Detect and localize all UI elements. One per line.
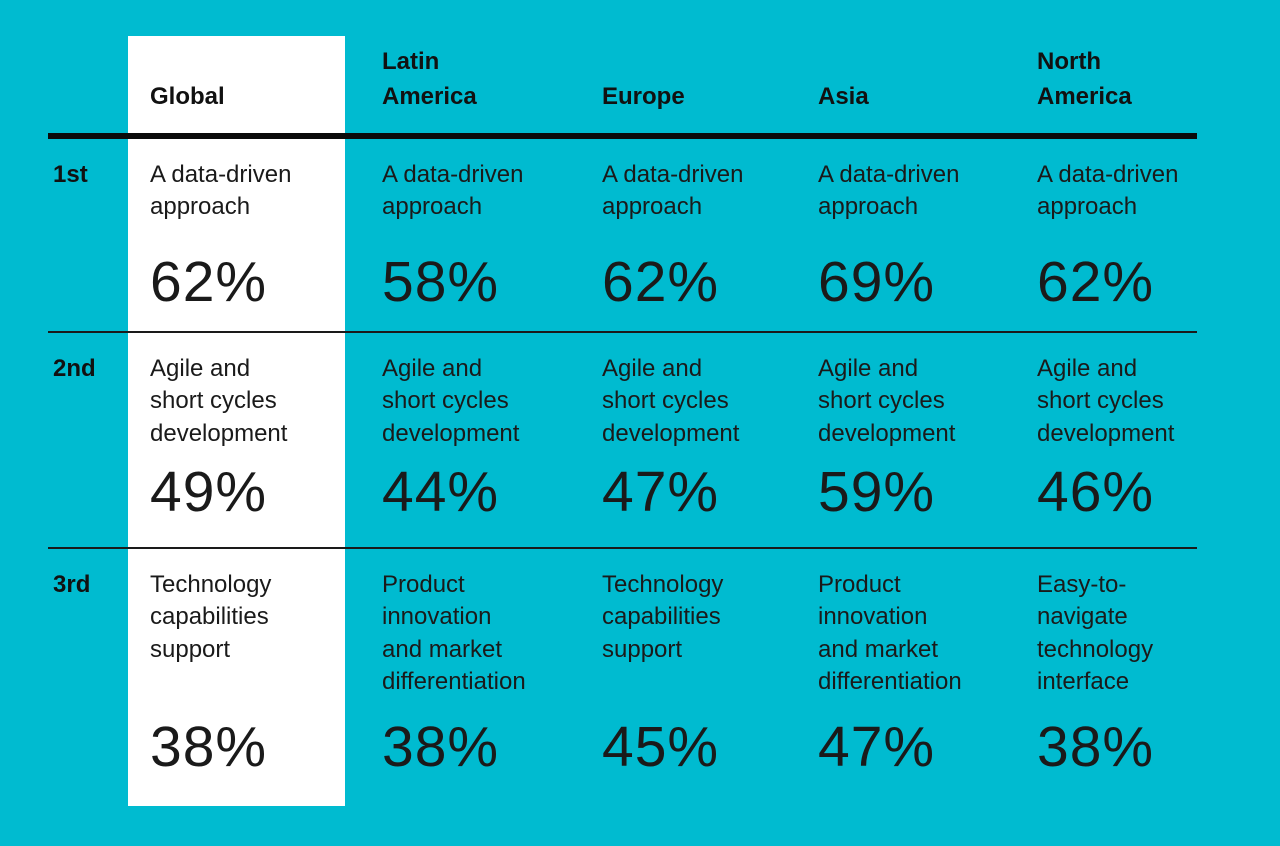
header-divider-rule — [48, 133, 1197, 139]
table-cell-latin-america-1st: A data-driven approach 58% — [345, 139, 582, 331]
percentage-value: 62% — [602, 250, 720, 314]
priority-label: Product innovation and market differenti… — [818, 571, 962, 696]
priority-label: A data-driven approach — [602, 161, 744, 221]
rank-cell-3rd: 3rd — [48, 549, 128, 806]
percentage-value: 45% — [602, 715, 720, 779]
column-header-label: Global — [150, 83, 225, 111]
global-column-highlight — [128, 36, 345, 806]
percentage-value: 47% — [818, 715, 936, 779]
priority-label: Agile and short cycles development — [150, 355, 288, 447]
table-cell-global-2nd: Agile and short cycles development 49% — [128, 333, 345, 547]
rank-label: 2nd — [53, 355, 96, 382]
priority-label: Technology capabilities support — [602, 571, 724, 663]
percentage-value: 69% — [818, 250, 936, 314]
table-cell-global-1st: A data-driven approach 62% — [128, 139, 345, 331]
priority-label: Technology capabilities support — [150, 571, 272, 663]
rank-cell-2nd: 2nd — [48, 333, 128, 547]
column-header-europe: Europe — [582, 36, 798, 133]
column-header-label: North America — [1037, 48, 1132, 111]
percentage-value: 38% — [150, 715, 268, 779]
table-cell-latin-america-3rd: Product innovation and market differenti… — [345, 549, 582, 806]
priority-label: Agile and short cycles development — [1037, 355, 1175, 447]
table-cell-north-america-3rd: Easy-to- navigate technology interface 3… — [1017, 549, 1197, 806]
percentage-value: 62% — [150, 250, 268, 314]
priority-label: Agile and short cycles development — [818, 355, 956, 447]
header-rank-spacer — [48, 36, 128, 133]
table-cell-north-america-2nd: Agile and short cycles development 46% — [1017, 333, 1197, 547]
rank-label: 1st — [53, 161, 88, 188]
priority-label: Agile and short cycles development — [382, 355, 520, 447]
table-cell-north-america-1st: A data-driven approach 62% — [1017, 139, 1197, 331]
table-cell-europe-3rd: Technology capabilities support 45% — [582, 549, 798, 806]
percentage-value: 58% — [382, 250, 500, 314]
percentage-value: 38% — [382, 715, 500, 779]
percentage-value: 46% — [1037, 460, 1155, 524]
row-divider-rule — [48, 331, 1197, 333]
table-cell-asia-1st: A data-driven approach 69% — [798, 139, 1017, 331]
rank-cell-1st: 1st — [48, 139, 128, 331]
table-cell-global-3rd: Technology capabilities support 38% — [128, 549, 345, 806]
percentage-value: 38% — [1037, 715, 1155, 779]
ranking-table: Global Latin America Europe Asia North A… — [48, 36, 1197, 806]
percentage-value: 62% — [1037, 250, 1155, 314]
table-cell-europe-2nd: Agile and short cycles development 47% — [582, 333, 798, 547]
percentage-value: 49% — [150, 460, 268, 524]
column-header-label: Latin America — [382, 48, 477, 111]
priority-label: A data-driven approach — [1037, 161, 1179, 221]
priority-label: Product innovation and market differenti… — [382, 571, 526, 696]
column-header-label: Asia — [818, 83, 869, 111]
column-header-label: Europe — [602, 83, 685, 111]
percentage-value: 44% — [382, 460, 500, 524]
column-header-global: Global — [128, 36, 345, 133]
table-cell-asia-2nd: Agile and short cycles development 59% — [798, 333, 1017, 547]
rank-label: 3rd — [53, 571, 91, 598]
table-cell-latin-america-2nd: Agile and short cycles development 44% — [345, 333, 582, 547]
percentage-value: 59% — [818, 460, 936, 524]
percentage-value: 47% — [602, 460, 720, 524]
priority-label: A data-driven approach — [818, 161, 960, 221]
column-header-asia: Asia — [798, 36, 1017, 133]
priority-label: Easy-to- navigate technology interface — [1037, 571, 1154, 696]
column-header-latin-america: Latin America — [345, 36, 582, 133]
column-header-north-america: North America — [1017, 36, 1197, 133]
priority-label: Agile and short cycles development — [602, 355, 740, 447]
priority-label: A data-driven approach — [150, 161, 292, 221]
table-cell-asia-3rd: Product innovation and market differenti… — [798, 549, 1017, 806]
priority-label: A data-driven approach — [382, 161, 524, 221]
table-cell-europe-1st: A data-driven approach 62% — [582, 139, 798, 331]
row-divider-rule — [48, 547, 1197, 549]
